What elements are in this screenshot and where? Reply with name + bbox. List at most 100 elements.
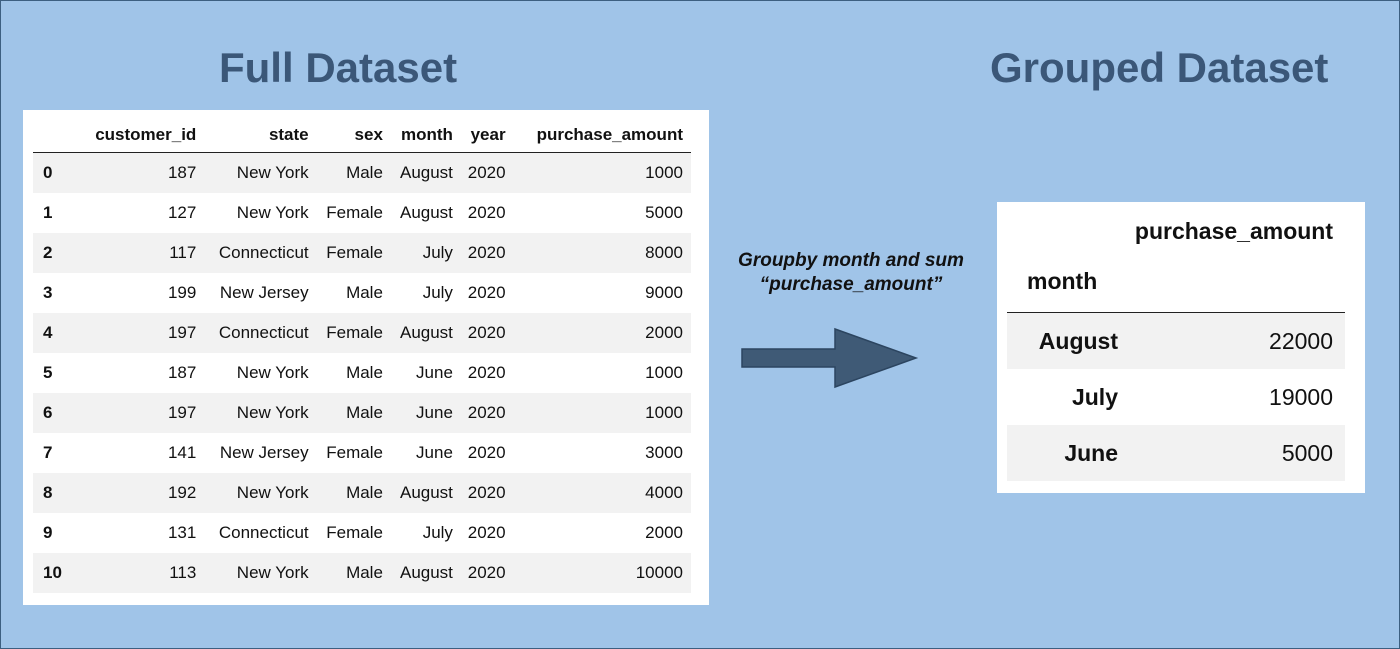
grouped-row: July 19000 bbox=[1007, 369, 1345, 425]
caption-line-2: “purchase_amount” bbox=[759, 273, 943, 295]
cell-purchase-amount: 1000 bbox=[645, 163, 683, 182]
cell-sex: Male bbox=[346, 403, 383, 422]
table-row: 4 197 Connecticut Female August 2020 2000 bbox=[33, 313, 691, 353]
cell-state: Connecticut bbox=[218, 523, 309, 542]
cell-sex: Female bbox=[326, 323, 383, 342]
grouped-index-name-row: month bbox=[1007, 250, 1345, 313]
cell-year: 2020 bbox=[467, 163, 506, 182]
full-table-body: 0 187 New York Male August 2020 1000 1 127 New Yo… bbox=[33, 152, 691, 593]
row-index: 5 bbox=[43, 363, 53, 382]
cell-month: July bbox=[422, 243, 453, 262]
grouped-index-spacer bbox=[1007, 212, 1128, 250]
table-row: 1 127 New York Female August 2020 5000 bbox=[33, 193, 691, 233]
cell-purchase-amount: 5000 bbox=[645, 203, 683, 222]
cell-year: 2020 bbox=[467, 363, 506, 382]
grouped-index-name: month bbox=[1027, 267, 1098, 294]
row-index: 3 bbox=[43, 283, 53, 302]
cell-month: August bbox=[399, 323, 453, 342]
grouped-table-body: August 22000 July 19000 June 5000 bbox=[1007, 312, 1345, 481]
row-index: 1 bbox=[43, 203, 53, 222]
table-row: 3 199 New Jersey Male July 2020 9000 bbox=[33, 273, 691, 313]
cell-state: New York bbox=[236, 203, 309, 222]
full-table-header-row: customer_id state sex month year purchase_amo… bbox=[33, 118, 691, 153]
cell-customer-id: 113 bbox=[169, 563, 197, 582]
column-header-sex: sex bbox=[354, 125, 383, 144]
table-row: 9 131 Connecticut Female July 2020 2000 bbox=[33, 513, 691, 553]
cell-purchase-amount: 1000 bbox=[645, 363, 683, 382]
table-row: 2 117 Connecticut Female July 2020 8000 bbox=[33, 233, 691, 273]
cell-sex: Female bbox=[326, 523, 383, 542]
cell-sex: Male bbox=[346, 483, 383, 502]
cell-customer-id: 192 bbox=[167, 483, 197, 502]
grouped-row: August 22000 bbox=[1007, 312, 1345, 369]
grouped-dataset-title: Grouped Dataset bbox=[990, 44, 1329, 91]
grouped-column-header-row: purchase_amount bbox=[1007, 212, 1345, 250]
row-index: 6 bbox=[43, 403, 53, 422]
cell-state: Connecticut bbox=[218, 243, 309, 262]
arrow-shape bbox=[741, 327, 919, 389]
cell-year: 2020 bbox=[467, 563, 506, 582]
cell-purchase-amount: 10000 bbox=[635, 563, 683, 582]
index-header bbox=[33, 118, 79, 153]
cell-purchase-amount: 2000 bbox=[645, 523, 683, 542]
cell-purchase-amount: 3000 bbox=[645, 443, 683, 462]
cell-month: June bbox=[416, 443, 453, 462]
cell-customer-id: 197 bbox=[167, 323, 197, 342]
grouped-dataset-panel: purchase_amount month August 22000 July 190… bbox=[997, 202, 1365, 493]
cell-year: 2020 bbox=[467, 483, 506, 502]
cell-purchase-amount: 8000 bbox=[645, 243, 683, 262]
cell-state: New York bbox=[236, 163, 309, 182]
grouped-dataset-table: purchase_amount month August 22000 July 190… bbox=[1007, 212, 1345, 481]
cell-purchase-amount: 9000 bbox=[645, 283, 683, 302]
cell-year: 2020 bbox=[467, 243, 506, 262]
cell-state: New York bbox=[236, 563, 309, 582]
table-row: 0 187 New York Male August 2020 1000 bbox=[33, 152, 691, 193]
cell-customer-id: 117 bbox=[169, 243, 197, 262]
cell-month: August bbox=[399, 563, 453, 582]
cell-month: July bbox=[422, 283, 453, 302]
cell-customer-id: 127 bbox=[167, 203, 197, 222]
full-dataset-title: Full Dataset bbox=[219, 44, 458, 91]
table-row: 10 113 New York Male August 2020 10000 bbox=[33, 553, 691, 593]
cell-purchase-amount: 4000 bbox=[645, 483, 683, 502]
cell-sex: Male bbox=[346, 283, 383, 302]
cell-sex: Female bbox=[326, 203, 383, 222]
row-index: 9 bbox=[43, 523, 53, 542]
grouped-index-name-spacer bbox=[1128, 250, 1345, 313]
cell-customer-id: 199 bbox=[167, 283, 197, 302]
cell-state: Connecticut bbox=[218, 323, 309, 342]
row-index: 2 bbox=[43, 243, 53, 262]
cell-customer-id: 197 bbox=[167, 403, 197, 422]
cell-year: 2020 bbox=[467, 443, 506, 462]
row-index: 8 bbox=[43, 483, 53, 502]
cell-state: New Jersey bbox=[219, 443, 309, 462]
table-row: 5 187 New York Male June 2020 1000 bbox=[33, 353, 691, 393]
cell-month: June bbox=[416, 403, 453, 422]
table-row: 6 197 New York Male June 2020 1000 bbox=[33, 393, 691, 433]
cell-year: 2020 bbox=[467, 323, 506, 342]
groupby-caption: Groupby month and sum “purchase_amount” bbox=[719, 249, 983, 297]
cell-month: July bbox=[422, 523, 453, 542]
cell-state: New York bbox=[236, 363, 309, 382]
cell-sex: Male bbox=[346, 363, 383, 382]
row-index: 4 bbox=[43, 323, 53, 342]
full-dataset-table: customer_id state sex month year purchase_amo… bbox=[33, 118, 691, 593]
grouped-row-value: 22000 bbox=[1269, 327, 1333, 354]
cell-state: New York bbox=[236, 483, 309, 502]
cell-purchase-amount: 2000 bbox=[645, 323, 683, 342]
row-index: 10 bbox=[43, 563, 62, 582]
column-header-purchase-amount: purchase_amount bbox=[536, 125, 683, 144]
cell-state: New York bbox=[236, 403, 309, 422]
cell-year: 2020 bbox=[467, 523, 506, 542]
grouped-row-index: August bbox=[1038, 327, 1118, 354]
cell-sex: Female bbox=[326, 443, 383, 462]
row-index: 0 bbox=[43, 163, 53, 182]
column-header-month: month bbox=[400, 125, 453, 144]
grouped-row-value: 19000 bbox=[1269, 383, 1333, 410]
cell-month: August bbox=[399, 163, 453, 182]
grouped-row-index: June bbox=[1064, 439, 1118, 466]
column-header-state: state bbox=[268, 125, 309, 144]
table-row: 7 141 New Jersey Female June 2020 3000 bbox=[33, 433, 691, 473]
cell-sex: Male bbox=[346, 163, 383, 182]
